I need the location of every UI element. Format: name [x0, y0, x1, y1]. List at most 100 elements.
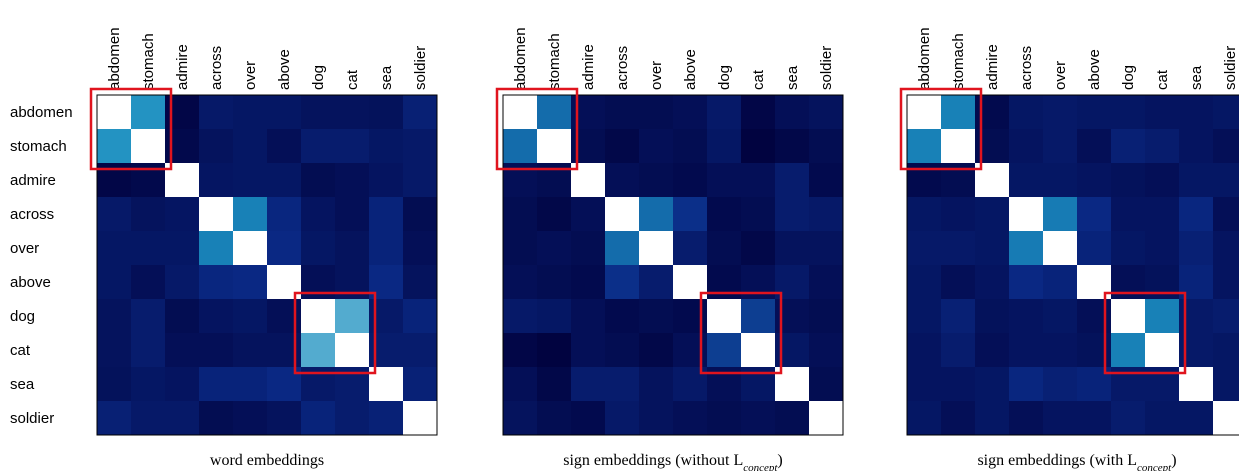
heatmap-cell — [605, 197, 640, 232]
heatmap-cell — [707, 231, 742, 266]
heatmap-cell — [741, 163, 776, 198]
heatmap-cell — [941, 401, 976, 436]
heatmap-cell — [131, 95, 166, 130]
heatmap-cell — [1009, 333, 1044, 368]
heatmap-cell — [1145, 129, 1180, 164]
heatmap-cell — [165, 197, 200, 232]
column-tick-label: over — [648, 61, 665, 90]
heatmap-cell — [571, 299, 606, 334]
heatmap-cell — [1077, 197, 1112, 232]
heatmap-cell — [199, 231, 234, 266]
column-tick-label: abdomen — [916, 27, 933, 90]
heatmap-cell — [233, 265, 268, 300]
heatmap-cell — [941, 299, 976, 334]
heatmap-cell — [1213, 197, 1239, 232]
heatmap-cell — [809, 129, 844, 164]
column-tick-label: above — [682, 49, 699, 90]
heatmap-cell — [1077, 401, 1112, 436]
heatmap-cell — [335, 163, 370, 198]
heatmap-cell — [1179, 197, 1214, 232]
heatmap-cell — [605, 299, 640, 334]
heatmap-cell — [1077, 265, 1112, 300]
heatmap-cell — [1145, 197, 1180, 232]
heatmap-cell — [1077, 129, 1112, 164]
heatmap-cell — [941, 265, 976, 300]
heatmap-cell — [673, 333, 708, 368]
heatmap-cell — [809, 401, 844, 436]
heatmap-cell — [941, 129, 976, 164]
heatmap-cell — [503, 299, 538, 334]
heatmap-cell — [775, 401, 810, 436]
heatmap-cell — [267, 401, 302, 436]
heatmap-cell — [673, 401, 708, 436]
column-tick-label: dog — [1120, 65, 1137, 90]
heatmap-cell — [639, 367, 674, 402]
row-tick-label: over — [10, 240, 39, 257]
heatmap-cell — [267, 163, 302, 198]
column-tick-label: sea — [378, 65, 395, 90]
heatmap-cell — [537, 231, 572, 266]
heatmap-cell — [199, 401, 234, 436]
heatmap-cell — [673, 265, 708, 300]
heatmap-cell — [707, 129, 742, 164]
heatmap-cell — [809, 197, 844, 232]
heatmap-cell — [1009, 367, 1044, 402]
heatmap-cell — [809, 265, 844, 300]
heatmap-cell — [975, 401, 1010, 436]
column-tick-label: over — [1052, 61, 1069, 90]
column-tick-label: abdomen — [512, 27, 529, 90]
heatmap-cell — [537, 333, 572, 368]
heatmap-cell — [1213, 367, 1239, 402]
column-tick-label: cat — [750, 69, 767, 90]
column-tick-label: stomach — [546, 33, 563, 90]
heatmap-cell — [605, 95, 640, 130]
heatmap-cell — [1179, 401, 1214, 436]
heatmap-cell — [707, 95, 742, 130]
heatmap-cell — [639, 333, 674, 368]
column-tick-label: across — [614, 46, 631, 90]
heatmap-cell — [809, 163, 844, 198]
heatmap-cell — [537, 367, 572, 402]
heatmap-cell — [335, 401, 370, 436]
heatmap-cell — [1077, 95, 1112, 130]
heatmap-cell — [1145, 299, 1180, 334]
heatmap-cell — [605, 231, 640, 266]
heatmap-cell — [335, 129, 370, 164]
column-tick-label: sea — [784, 65, 801, 90]
heatmap-cell — [199, 299, 234, 334]
heatmap-cell — [941, 333, 976, 368]
heatmap-cell — [605, 163, 640, 198]
heatmap-cell — [1179, 129, 1214, 164]
heatmap-cell — [165, 299, 200, 334]
heatmap-cell — [199, 367, 234, 402]
heatmap-cell — [1145, 401, 1180, 436]
heatmap-cell — [369, 231, 404, 266]
heatmap-cell — [1043, 265, 1078, 300]
heatmap-cell — [233, 401, 268, 436]
heatmap-cell — [741, 333, 776, 368]
heatmap-cell — [1111, 197, 1146, 232]
heatmap-cell — [1213, 333, 1239, 368]
heatmap-cell — [301, 129, 336, 164]
heatmap-cell — [233, 163, 268, 198]
heatmap-frame — [906, 94, 1239, 436]
heatmap-cell — [741, 95, 776, 130]
heatmap-cell — [165, 231, 200, 266]
heatmap-cell — [369, 163, 404, 198]
heatmap-cell — [907, 299, 942, 334]
heatmap-cell — [809, 299, 844, 334]
heatmap-cell — [809, 367, 844, 402]
heatmap-cell — [707, 265, 742, 300]
heatmap-cell — [741, 265, 776, 300]
heatmap-cell — [233, 95, 268, 130]
panel-caption: word embeddings — [210, 452, 324, 469]
heatmap-cell — [571, 197, 606, 232]
heatmap-cell — [233, 367, 268, 402]
heatmap-cell — [907, 265, 942, 300]
heatmap-cell — [335, 299, 370, 334]
heatmap-cell — [1043, 367, 1078, 402]
heatmap-cell — [503, 197, 538, 232]
heatmap-cell — [403, 129, 438, 164]
heatmap-cell — [605, 367, 640, 402]
